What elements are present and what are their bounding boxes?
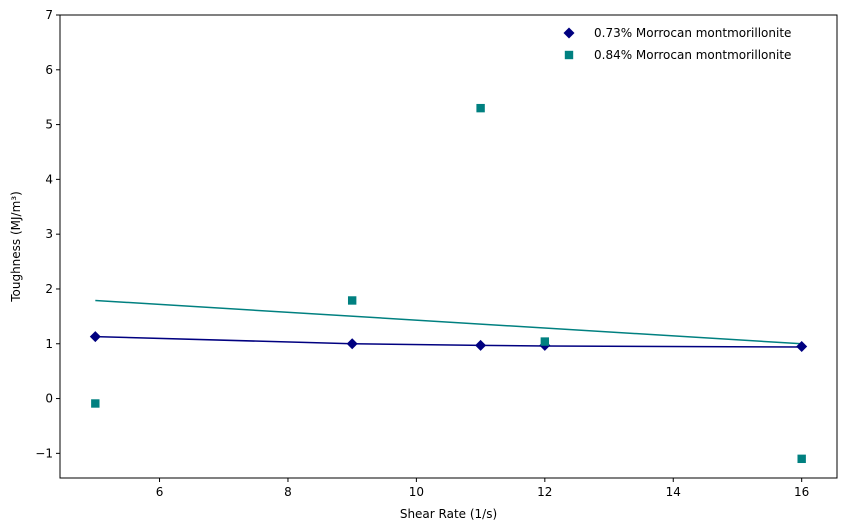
data-point-series-1 xyxy=(796,340,808,352)
x-tick-label: 12 xyxy=(537,485,552,499)
x-tick-label: 10 xyxy=(409,485,424,499)
x-tick-label: 14 xyxy=(666,485,681,499)
x-tick-label: 16 xyxy=(794,485,809,499)
x-axis-label: Shear Rate (1/s) xyxy=(400,507,497,521)
y-tick-label: 3 xyxy=(45,227,53,241)
legend: 0.73% Morrocan montmorillonite 0.84% Morr… xyxy=(563,26,791,62)
x-tick-label: 8 xyxy=(284,485,292,499)
data-point-series-1 xyxy=(346,338,358,350)
legend-marker-series-1 xyxy=(563,27,575,39)
data-point-series-1 xyxy=(475,339,487,351)
data-point-series-1 xyxy=(89,331,101,343)
plot-area-frame xyxy=(59,14,838,479)
y-tick-label: 2 xyxy=(45,282,53,296)
y-tick-label: 1 xyxy=(45,337,53,351)
data-point-series-2 xyxy=(797,454,806,464)
y-axis-label: Toughness (MJ/m³) xyxy=(9,191,23,303)
legend-label-series-1: 0.73% Morrocan montmorillonite xyxy=(594,26,791,40)
data-point-series-2 xyxy=(476,103,485,113)
data-point-series-2 xyxy=(347,296,357,305)
legend-label-series-2: 0.84% Morrocan montmorillonite xyxy=(594,48,791,62)
fit-line-series-2 xyxy=(95,299,802,345)
y-tick-label: 0 xyxy=(45,392,53,406)
y-tick-label: −1 xyxy=(35,446,53,460)
y-tick-label: 4 xyxy=(45,172,53,186)
x-axis: 6 8 10 12 14 16 xyxy=(156,478,809,499)
x-tick-label: 6 xyxy=(156,485,164,499)
legend-marker-series-2 xyxy=(564,50,574,60)
y-tick-label: 6 xyxy=(45,63,53,77)
y-tick-label: 5 xyxy=(45,118,53,132)
data-point-series-2 xyxy=(91,399,100,408)
y-tick-label: 7 xyxy=(45,8,53,22)
data-point-series-2 xyxy=(540,337,550,346)
y-axis: −1 0 1 2 3 4 5 6 7 xyxy=(35,8,60,460)
data-points xyxy=(89,103,808,464)
